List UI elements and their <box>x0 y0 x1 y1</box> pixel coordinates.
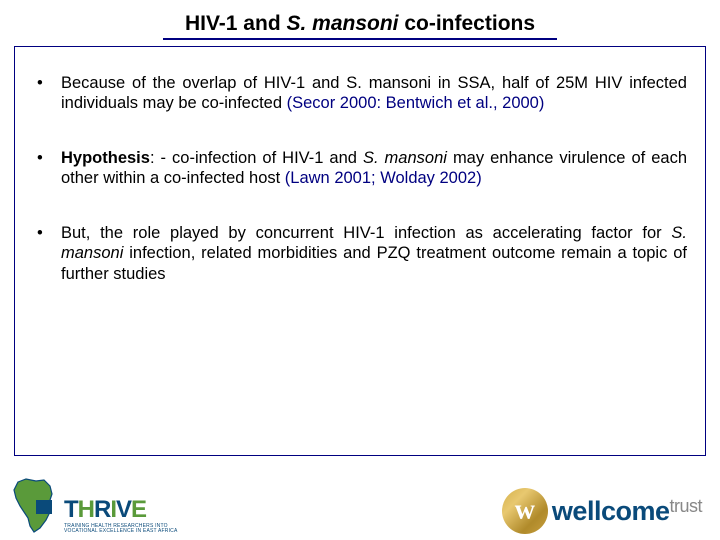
bullet-2-mid1: : - co-infection of HIV-1 and <box>150 149 363 167</box>
thrive-text: THRIVE TRAINING HEALTH RESEARCHERS INTO … <box>64 496 178 535</box>
bullet-2-bold: Hypothesis <box>61 149 150 167</box>
wellcome-text: wellcometrust <box>552 496 702 527</box>
bullet-text: Because of the overlap of HIV-1 and S. m… <box>61 73 687 114</box>
bullet-text: Hypothesis: - co-infection of HIV-1 and … <box>61 148 687 189</box>
bullet-2: • Hypothesis: - co-infection of HIV-1 an… <box>33 148 687 189</box>
bullet-mark: • <box>33 223 61 284</box>
bullet-mark: • <box>33 73 61 114</box>
slide-title: HIV-1 and S. mansoni co-infections <box>0 0 720 38</box>
wellcome-name: wellcome <box>552 496 670 526</box>
thrive-name: THRIVE <box>64 496 178 524</box>
bullet-mark: • <box>33 148 61 189</box>
bullet-1-cite: (Secor 2000: Bentwich et al., 2000) <box>287 94 545 112</box>
africa-map-icon <box>6 476 62 534</box>
title-prefix: HIV-1 and <box>185 12 287 35</box>
wellcome-trust: trust <box>669 496 702 516</box>
bullet-3-pre: But, the role played by concurrent HIV-1… <box>61 224 671 242</box>
title-suffix: co-infections <box>399 12 536 35</box>
wellcome-w: w <box>515 494 535 526</box>
bullet-2-italic: S. mansoni <box>363 149 447 167</box>
title-underline <box>163 38 557 40</box>
thrive-letter: R <box>94 496 110 523</box>
footer: THRIVE TRAINING HEALTH RESEARCHERS INTO … <box>0 470 720 540</box>
wellcome-trust-logo: w wellcometrust <box>502 488 702 534</box>
thrive-letter: H <box>78 496 94 523</box>
title-italic: S. mansoni <box>286 12 398 35</box>
content-box: • Because of the overlap of HIV-1 and S.… <box>14 46 706 456</box>
thrive-tag2: VOCATIONAL EXCELLENCE IN EAST AFRICA <box>64 529 178 534</box>
thrive-logo: THRIVE TRAINING HEALTH RESEARCHERS INTO … <box>6 476 178 534</box>
bullet-3: • But, the role played by concurrent HIV… <box>33 223 687 284</box>
bullet-2-cite: (Lawn 2001; Wolday 2002) <box>285 169 482 187</box>
bullet-text: But, the role played by concurrent HIV-1… <box>61 223 687 284</box>
wellcome-roundel-icon: w <box>502 488 548 534</box>
thrive-letter: E <box>131 496 146 523</box>
thrive-letter: T <box>64 496 78 523</box>
bullet-1: • Because of the overlap of HIV-1 and S.… <box>33 73 687 114</box>
thrive-letter: V <box>116 496 131 523</box>
bullet-3-mid2: infection, related morbidities and PZQ t… <box>61 244 687 282</box>
